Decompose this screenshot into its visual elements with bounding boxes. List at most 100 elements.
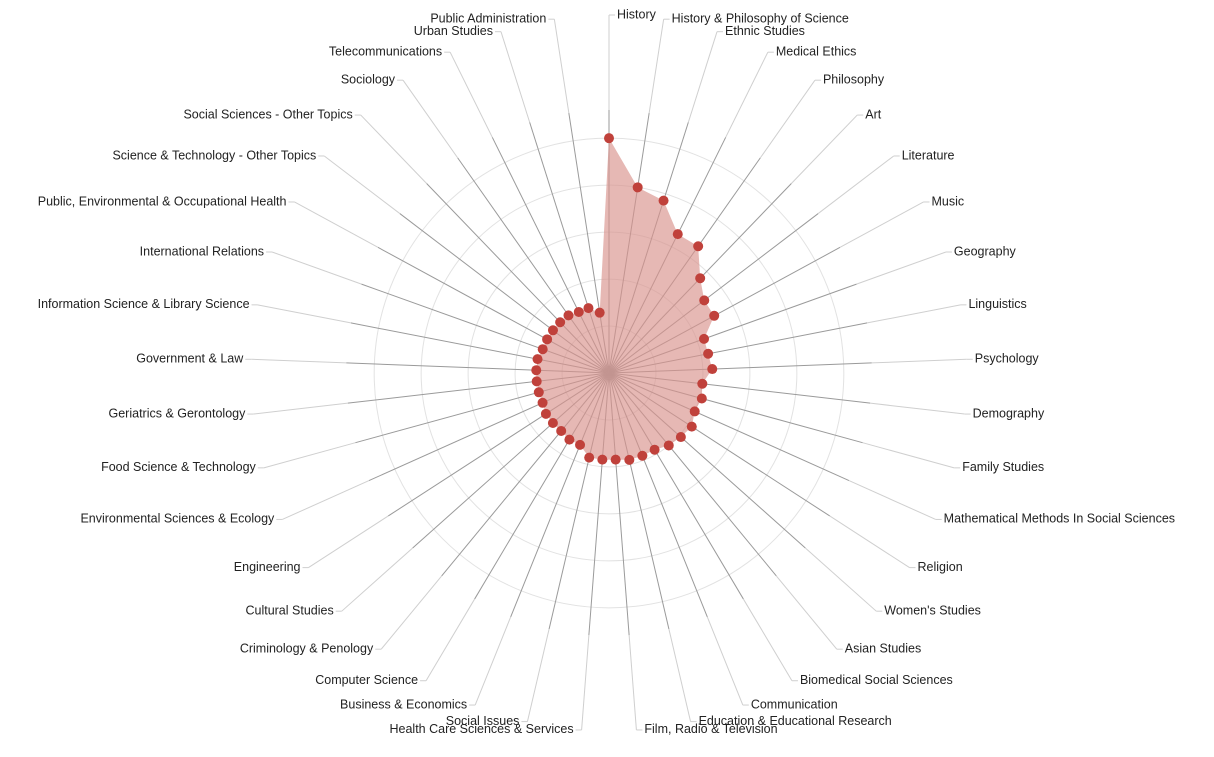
leader-line [856,251,947,285]
point [573,306,584,317]
category-label: History & Philosophy of Science [672,11,849,25]
category-label: Art [865,107,882,121]
leader-line [805,547,877,612]
category-label: Family Studies [962,460,1044,474]
point [537,397,548,408]
leader-line [687,31,718,123]
point [697,378,708,389]
point [675,432,686,443]
leader-line [294,201,379,248]
leader-line [402,79,459,159]
category-label: Linguistics [968,297,1026,311]
leader-line [341,547,413,612]
category-label: Environmental Sciences & Ecology [80,512,275,526]
point [584,452,595,463]
leader-line [848,480,936,520]
leader-line [308,515,389,569]
leader-line [380,575,443,650]
category-label: International Relations [140,244,264,258]
point [532,354,543,365]
category-label: Demography [973,406,1045,420]
leader-line [706,616,744,706]
leader-line [500,31,531,123]
leader-line [871,358,967,364]
leader-line [449,51,493,138]
point [547,325,558,336]
leader-line [759,79,816,159]
category-label: Social Issues [446,714,520,728]
leader-line [251,358,347,364]
category-label: Government & Law [136,352,244,366]
leader-line [775,575,838,650]
category-label: Philosophy [823,72,885,86]
point [594,307,605,318]
leader-line [725,51,769,138]
point [610,454,621,465]
leader-line [839,201,924,248]
category-label: Information Science & Library Science [38,297,250,311]
point [537,344,548,355]
leader-line [581,635,590,730]
point [693,241,704,252]
point [663,440,674,451]
category-label: Computer Science [315,673,418,687]
category-label: Criminology & Penology [240,641,374,655]
leader-line [648,19,665,114]
point [637,450,648,461]
point [709,310,720,321]
leader-line [862,442,955,469]
leader-line [474,616,512,706]
category-label: Science & Technology - Other Topics [112,148,316,162]
category-label: Food Science & Technology [101,460,256,474]
leader-line [817,155,895,214]
leader-line [791,114,858,184]
category-label: Psychology [975,352,1040,366]
category-label: Education & Educational Research [699,714,892,728]
category-label: Social Sciences - Other Topics [183,107,352,121]
category-label: Music [932,194,965,208]
category-label: Medical Ethics [776,44,857,58]
leader-line [870,402,965,415]
leader-line [829,515,910,569]
point [707,364,718,375]
leader-line [425,598,476,681]
point [695,273,706,284]
leader-line [526,628,550,722]
leader-line [360,114,427,184]
point [649,444,660,455]
point [699,333,710,344]
category-label: Women's Studies [884,603,981,617]
category-label: Literature [902,148,955,162]
leader-line [867,304,961,324]
point [632,182,643,193]
category-label: Engineering [234,560,301,574]
point [686,421,697,432]
category-label: Communication [751,697,838,711]
leader-line [668,628,692,722]
point [540,408,551,419]
point [556,425,567,436]
category-label: Public Administration [430,11,546,25]
category-label: Sociology [341,72,396,86]
leader-line [257,304,351,324]
category-label: Ethnic Studies [725,24,805,38]
point [575,439,586,450]
point [658,195,669,206]
category-label: Biomedical Social Sciences [800,673,953,687]
category-label: Asian Studies [845,641,921,655]
leader-line [271,251,362,285]
point [689,406,700,417]
category-label: Film, Radio & Television [644,722,777,736]
leader-line [263,442,356,469]
point [624,454,635,465]
category-label: Health Care Sciences & Services [389,722,573,736]
leader-line [742,598,793,681]
leader-line [282,480,370,520]
category-label: Public, Environmental & Occupational Hea… [38,194,287,208]
category-label: Geography [954,244,1017,258]
point [555,317,566,328]
point [604,133,614,144]
point [583,303,594,314]
category-label: Telecommunications [329,44,442,58]
